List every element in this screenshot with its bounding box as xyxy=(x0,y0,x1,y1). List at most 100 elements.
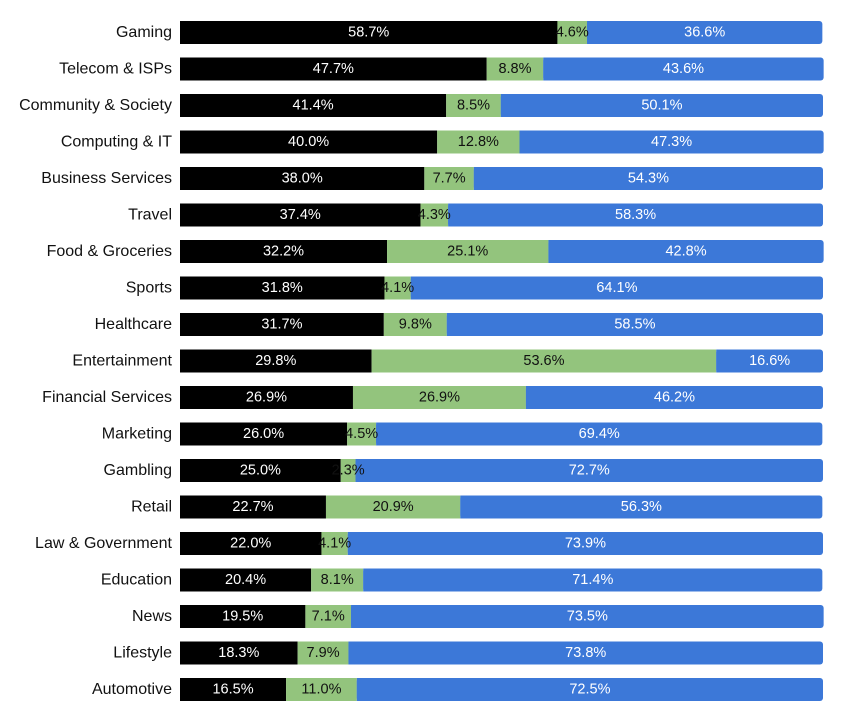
bar-segment-3 xyxy=(410,276,823,300)
category-label: Lifestyle xyxy=(113,645,172,662)
data-label: 43.6% xyxy=(663,61,704,77)
bar-segment-3 xyxy=(473,167,823,190)
bar-segment-edge xyxy=(716,349,723,373)
bar-segment-edge xyxy=(519,130,526,154)
data-label: 20.9% xyxy=(373,499,414,515)
bar-segment-1 xyxy=(180,605,306,628)
data-label: 54.3% xyxy=(628,171,669,187)
data-label: 9.8% xyxy=(399,317,432,333)
data-label: 36.6% xyxy=(684,25,725,41)
data-label: 72.5% xyxy=(569,682,610,698)
category-label: Business Services xyxy=(41,170,172,187)
data-label: 73.8% xyxy=(565,645,606,661)
bar-segment-1 xyxy=(180,678,287,701)
bar-segment-1 xyxy=(180,313,384,336)
bar-segment-1 xyxy=(180,495,326,519)
bar-segment-edge xyxy=(446,313,453,336)
bar-segment-edge xyxy=(587,21,594,44)
bar-segment-3 xyxy=(355,459,823,482)
bar-segment-2 xyxy=(311,568,364,592)
data-label: 7.7% xyxy=(433,171,466,187)
bar-segment-2 xyxy=(340,459,356,482)
data-label: 71.4% xyxy=(572,572,613,588)
data-label: 22.0% xyxy=(230,536,271,552)
bar-segment-1 xyxy=(180,240,388,263)
bar-segment-3 xyxy=(376,422,823,446)
bar-segment-edge xyxy=(347,532,354,555)
category-label: Entertainment xyxy=(72,353,172,370)
data-label: 26.9% xyxy=(246,390,287,406)
data-label: 38.0% xyxy=(282,171,323,187)
bar-segment-3 xyxy=(348,641,823,665)
category-label: News xyxy=(132,608,172,625)
bar-segment-3 xyxy=(543,57,824,81)
bar-segment-1 xyxy=(180,568,312,592)
category-label: Automotive xyxy=(92,681,172,698)
data-label: 7.1% xyxy=(312,609,345,625)
data-label: 47.3% xyxy=(651,134,692,150)
category-label: Marketing xyxy=(102,426,172,443)
bar-segment-3 xyxy=(587,21,823,44)
bar-segment-3 xyxy=(351,605,824,628)
bar-segment-1 xyxy=(180,532,322,555)
data-label: 4.3% xyxy=(418,207,451,223)
data-label: 73.9% xyxy=(565,536,606,552)
bar-segment-3 xyxy=(525,386,823,409)
bar-segment-edge xyxy=(410,276,417,300)
bar-segment-2 xyxy=(383,313,447,336)
bar-segment-3 xyxy=(446,313,823,336)
data-label: 29.8% xyxy=(255,353,296,369)
data-label: 4.5% xyxy=(345,426,378,442)
bar-segment-2 xyxy=(297,641,349,665)
data-label: 16.5% xyxy=(212,682,253,698)
bar-segment-3 xyxy=(500,94,823,117)
data-label: 58.5% xyxy=(614,317,655,333)
bar-segment-edge xyxy=(473,167,480,190)
data-label: 7.9% xyxy=(307,645,340,661)
bar-segment-edge xyxy=(363,568,370,592)
bar-segment-1 xyxy=(180,203,421,227)
data-label: 37.4% xyxy=(280,207,321,223)
bar-segment-1 xyxy=(180,21,558,44)
bar-segment-3 xyxy=(356,678,823,701)
data-label: 8.5% xyxy=(457,98,490,114)
bar-segment-3 xyxy=(716,349,823,373)
bar-segment-3 xyxy=(363,568,823,592)
data-label: 31.8% xyxy=(262,280,303,296)
data-label: 20.4% xyxy=(225,572,266,588)
bar-segment-2 xyxy=(347,422,377,446)
data-label: 41.4% xyxy=(293,98,334,114)
category-label: Gambling xyxy=(104,462,172,479)
bar-segment-2 xyxy=(486,57,544,81)
bar-segment-2 xyxy=(352,386,526,409)
data-label: 69.4% xyxy=(579,426,620,442)
category-label: Retail xyxy=(131,499,172,516)
bar-segment-2 xyxy=(424,167,474,190)
data-label: 4.1% xyxy=(381,280,414,296)
bar-segment-2 xyxy=(325,495,461,519)
category-label: Community & Society xyxy=(19,97,172,114)
bar-segment-3 xyxy=(548,240,824,263)
bar-segment-edge xyxy=(376,422,383,446)
data-label: 4.1% xyxy=(318,536,351,552)
data-label: 42.8% xyxy=(665,244,706,260)
data-label: 53.6% xyxy=(523,353,564,369)
data-label: 8.1% xyxy=(321,572,354,588)
bar-segment-3 xyxy=(519,130,824,154)
bar-segment-1 xyxy=(180,422,348,446)
bar-segment-edge xyxy=(543,57,550,81)
data-label: 72.7% xyxy=(569,463,610,479)
data-label: 16.6% xyxy=(749,353,790,369)
data-label: 25.0% xyxy=(240,463,281,479)
category-label: Education xyxy=(101,572,172,589)
data-label: 58.3% xyxy=(615,207,656,223)
data-label: 19.5% xyxy=(222,609,263,625)
category-label: Sports xyxy=(126,280,172,297)
bar-segment-1 xyxy=(180,349,372,373)
data-label: 47.7% xyxy=(313,61,354,77)
data-label: 58.7% xyxy=(348,25,389,41)
bar-segment-2 xyxy=(420,203,449,227)
data-label: 12.8% xyxy=(458,134,499,150)
bar-segment-2 xyxy=(437,130,520,154)
